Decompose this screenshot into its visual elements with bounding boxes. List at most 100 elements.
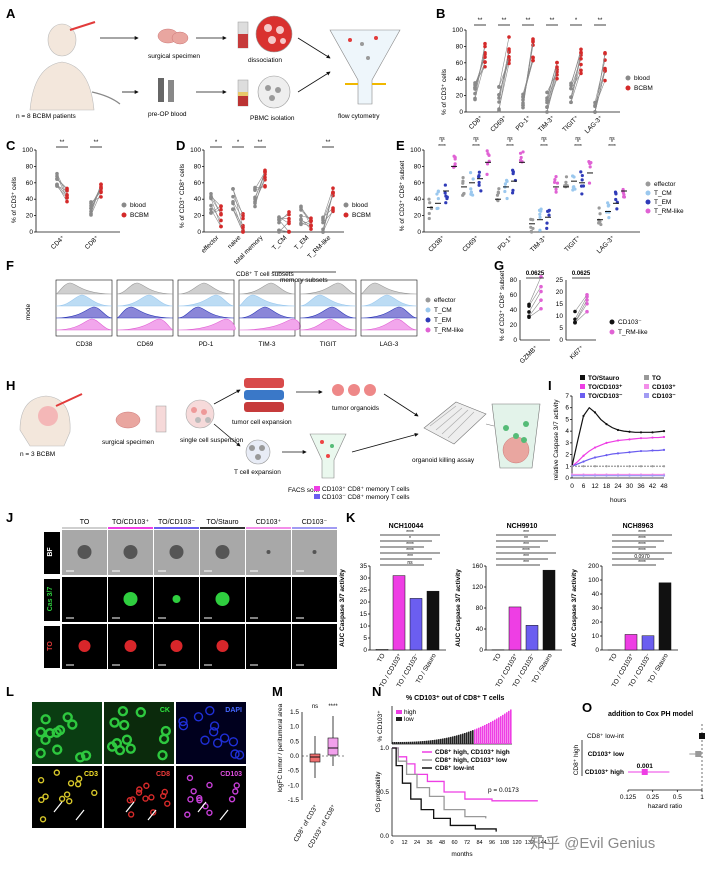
histogram-curve: [239, 307, 295, 318]
row-label: Cas 3/7: [47, 587, 54, 612]
category-label: PD-1⁺: [515, 114, 533, 132]
blood-point: [569, 87, 573, 91]
bcbm-point: [219, 219, 223, 223]
series-point: [582, 465, 584, 467]
subset-point: [571, 188, 574, 191]
bcbm-point: [579, 72, 583, 76]
subset-point: [428, 217, 431, 220]
x-tick-label: 72: [464, 840, 470, 846]
histogram-curve: [56, 283, 112, 294]
trm-point: [539, 290, 543, 294]
panel-h-step-3: tumor cell expansion: [232, 419, 292, 426]
y-tick-label: 60: [26, 180, 34, 187]
legend-label: CD103⁻: [652, 393, 676, 400]
bcbm-point: [579, 48, 583, 52]
y-tick-label: 15: [556, 301, 564, 308]
x-tick-label: 0.25: [646, 794, 659, 801]
series-point: [605, 465, 607, 467]
sample-bar: [428, 741, 430, 744]
sample-bar: [494, 720, 496, 744]
bcbm-point: [65, 200, 69, 204]
h-tube-icon: [156, 406, 166, 432]
bcbm-point: [531, 59, 535, 63]
y-tick-label: 30: [592, 605, 600, 612]
panel-m-label: M: [272, 684, 283, 699]
y-tick-label: 0.5: [380, 789, 389, 796]
x-tick-label: 18: [603, 483, 611, 490]
organoid-spot: [217, 640, 229, 652]
x-tick-label: 0: [570, 483, 574, 490]
subset-point: [461, 182, 464, 185]
y-tick-label: 4: [565, 428, 569, 435]
y-tick-label: 40: [510, 307, 518, 314]
box: [328, 738, 338, 755]
pair-line: [547, 69, 557, 112]
y-tick-label: 25: [556, 277, 564, 284]
legend-marker: [646, 200, 651, 205]
panel-o-title: addition to Cox PH model: [608, 711, 693, 718]
subset-point: [538, 216, 541, 219]
microscopy-image: [246, 577, 291, 622]
panel-h-patients: n = 3 BCBM: [20, 451, 55, 458]
y-tick-label: 20: [510, 322, 518, 329]
legend-marker: [426, 328, 431, 333]
histogram-curve: [178, 295, 234, 306]
category-label: CD38⁺: [427, 234, 447, 254]
cd103neg-point: [573, 321, 577, 325]
subset-point: [547, 214, 550, 217]
sig-label: **: [60, 140, 65, 146]
legend-marker: [646, 191, 651, 196]
series-point: [571, 465, 573, 467]
y-tick-label: 40: [26, 196, 34, 203]
subset-point: [622, 195, 625, 198]
sample-bar: [476, 729, 478, 744]
x-tick-label: 42: [649, 483, 657, 490]
y-tick-label: -1.5: [288, 797, 300, 804]
legend-swatch: [644, 375, 649, 380]
sample-bar: [414, 742, 416, 744]
channel-label: CD8: [156, 771, 170, 778]
blood-point: [209, 208, 213, 212]
trm-point: [585, 293, 589, 297]
subset-point: [435, 207, 438, 210]
organoid-spot: [267, 550, 271, 554]
series-point: [605, 423, 607, 425]
panel-h-step-4: tumor organoids: [332, 405, 380, 412]
category-label: TIM-3⁺: [537, 114, 557, 134]
panel-e-categories: CD38⁺CD69⁺PD-1⁺TIM-3⁺TIGIT⁺LAG-3⁺: [427, 234, 617, 255]
panel-b-legend-blood: blood: [634, 75, 650, 82]
y-tick-label: 5: [565, 416, 569, 423]
subset-point: [428, 201, 431, 204]
cd103neg-point: [527, 315, 531, 319]
y-tick-label: 100: [22, 147, 33, 154]
subset-point: [614, 198, 617, 201]
series-point: [582, 455, 584, 457]
series-point: [605, 454, 607, 456]
x-tick-label: 12: [401, 840, 407, 846]
y-tick-label: 2: [565, 452, 569, 459]
bcbm-point: [309, 227, 313, 231]
panel-h: H n = 3 BCBM surgical specimen single ce…: [6, 378, 540, 501]
x-axis-label: months: [451, 851, 473, 858]
organoid-spot: [125, 640, 137, 652]
p-value: 0.0625: [572, 271, 591, 277]
trm-point: [539, 285, 543, 289]
column-label: TO/Stauro: [206, 519, 238, 526]
legend-label: TO/CD103⁺: [588, 384, 623, 391]
subset-point: [581, 174, 584, 177]
subset-point: [469, 193, 472, 196]
subset-point: [486, 162, 489, 165]
y-tick-label: 25: [360, 587, 368, 594]
caspase-spot: [173, 595, 181, 603]
pair-line: [529, 291, 541, 311]
sig-label: ****: [608, 144, 616, 150]
panel-e-label: E: [396, 138, 405, 153]
histogram-curve: [178, 283, 234, 294]
y-tick-label: 20: [414, 213, 422, 220]
subset-point: [589, 165, 592, 168]
y-tick-label: 60: [414, 180, 422, 187]
